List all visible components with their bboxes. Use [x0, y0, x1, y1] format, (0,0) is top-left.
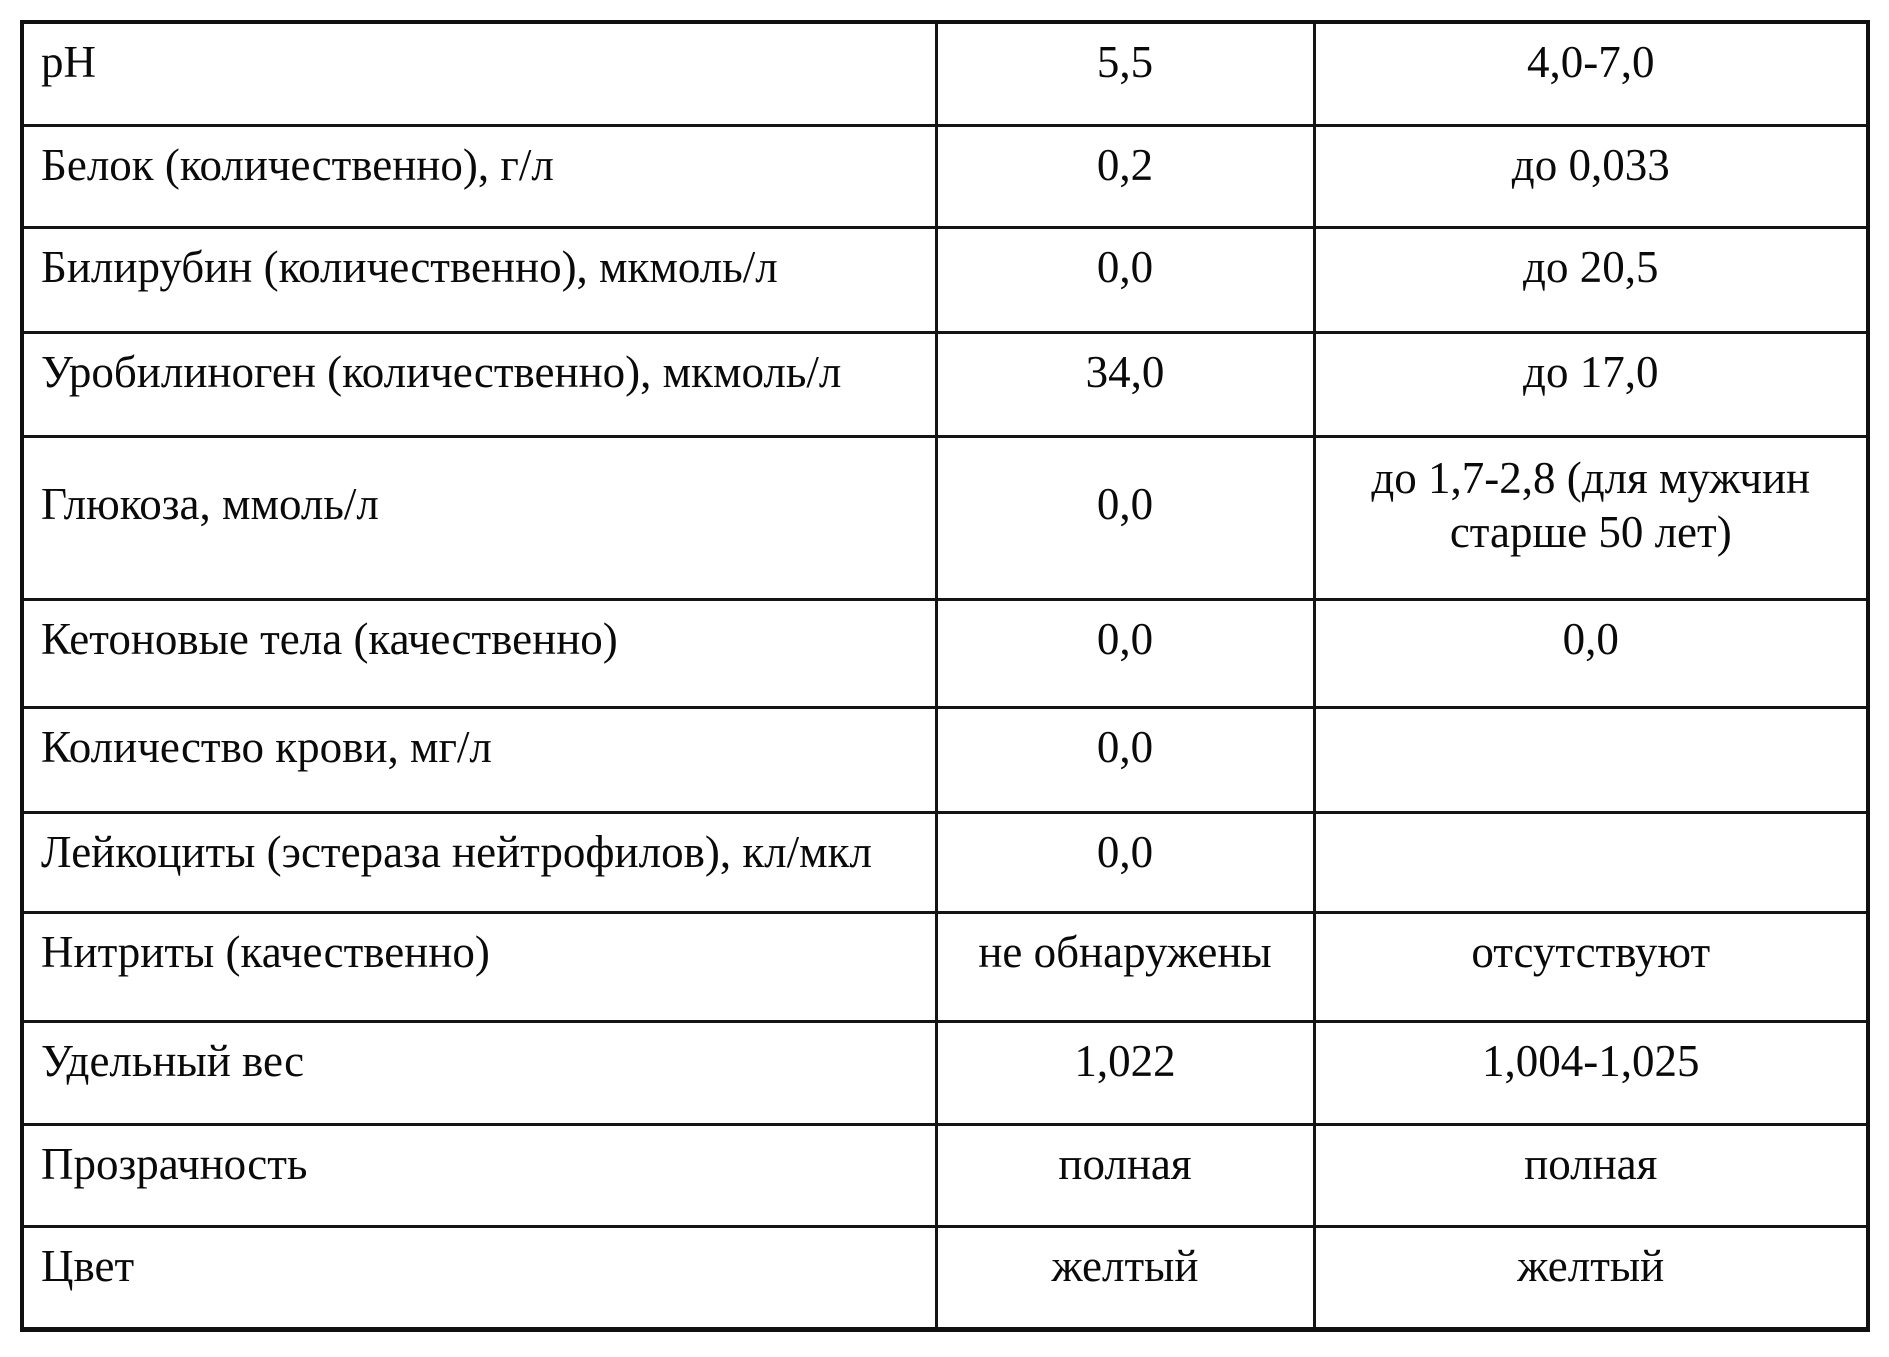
parameter-cell: Цвет [20, 1224, 938, 1331]
reference-cell: до 17,0 [1312, 330, 1870, 438]
table-row: Удельный вес 1,022 1,004-1,025 [20, 1019, 1870, 1126]
reference-cell: 0,0 [1312, 597, 1870, 709]
table-row: Прозрачность полная полная [20, 1122, 1870, 1228]
reference-cell: до 0,033 [1312, 123, 1870, 229]
table-row: Нитриты (качественно) не обнаружены отсу… [20, 910, 1870, 1023]
reference-cell: 4,0-7,0 [1312, 20, 1870, 127]
result-cell: полная [934, 1122, 1316, 1228]
reference-cell [1312, 705, 1870, 814]
table-row: Кетоновые тела (качественно) 0,0 0,0 [20, 597, 1870, 709]
reference-cell: до 1,7-2,8 (для мужчин старше 50 лет) [1312, 434, 1870, 601]
result-cell: 0,0 [934, 434, 1316, 601]
table-row: Лейкоциты (эстераза нейтрофилов), кл/мкл… [20, 810, 1870, 914]
parameter-cell: Лейкоциты (эстераза нейтрофилов), кл/мкл [20, 810, 938, 914]
lab-results-table: pH 5,5 4,0-7,0 Белок (количественно), г/… [20, 20, 1870, 1332]
parameter-cell: Белок (количественно), г/л [20, 123, 938, 229]
table-row: Количество крови, мг/л 0,0 [20, 705, 1870, 814]
result-cell: 0,0 [934, 597, 1316, 709]
result-cell: 5,5 [934, 20, 1316, 127]
reference-cell: полная [1312, 1122, 1870, 1228]
reference-cell: до 20,5 [1312, 225, 1870, 334]
table-row: Глюкоза, ммоль/л 0,0 до 1,7-2,8 (для муж… [20, 434, 1870, 601]
result-cell: 34,0 [934, 330, 1316, 438]
table-row: Белок (количественно), г/л 0,2 до 0,033 [20, 123, 1870, 229]
reference-cell: желтый [1312, 1224, 1870, 1331]
table-row: pH 5,5 4,0-7,0 [20, 20, 1870, 127]
result-cell: 0,0 [934, 810, 1316, 914]
parameter-cell: Кетоновые тела (качественно) [20, 597, 938, 709]
result-cell: 0,0 [934, 705, 1316, 814]
reference-cell [1312, 810, 1870, 914]
table-row: Уробилиноген (количественно), мкмоль/л 3… [20, 330, 1870, 438]
parameter-cell: Глюкоза, ммоль/л [20, 434, 938, 601]
result-cell: не обнаружены [934, 910, 1316, 1023]
result-cell: желтый [934, 1224, 1316, 1331]
parameter-cell: Удельный вес [20, 1019, 938, 1126]
table-row: Билирубин (количественно), мкмоль/л 0,0 … [20, 225, 1870, 334]
parameter-cell: Количество крови, мг/л [20, 705, 938, 814]
result-cell: 0,2 [934, 123, 1316, 229]
parameter-cell: Уробилиноген (количественно), мкмоль/л [20, 330, 938, 438]
parameter-cell: pH [20, 20, 938, 127]
parameter-cell: Прозрачность [20, 1122, 938, 1228]
reference-cell: отсутствуют [1312, 910, 1870, 1023]
parameter-cell: Нитриты (качественно) [20, 910, 938, 1023]
result-cell: 0,0 [934, 225, 1316, 334]
parameter-cell: Билирубин (количественно), мкмоль/л [20, 225, 938, 334]
result-cell: 1,022 [934, 1019, 1316, 1126]
table-row: Цвет желтый желтый [20, 1224, 1870, 1331]
reference-cell: 1,004-1,025 [1312, 1019, 1870, 1126]
